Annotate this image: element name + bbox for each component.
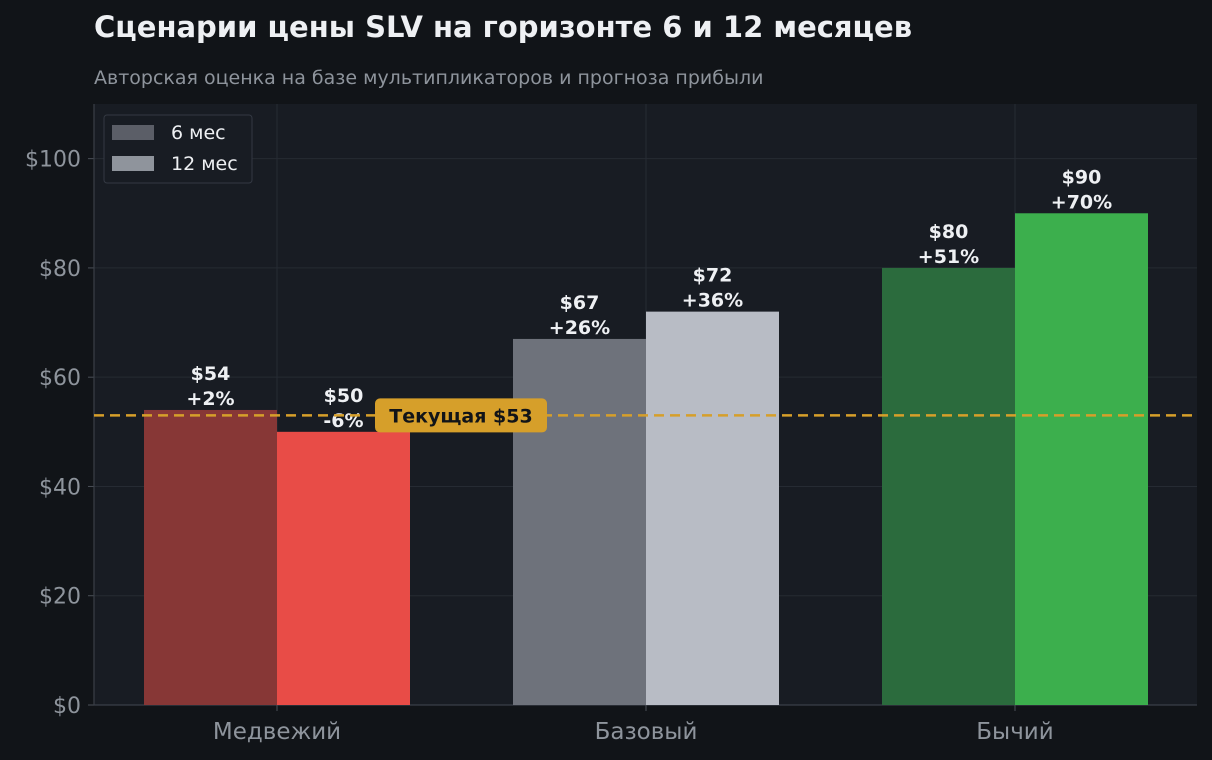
chart-subtitle: Авторская оценка на базе мультипликаторо… xyxy=(94,67,764,89)
bar xyxy=(513,338,646,705)
legend-swatch xyxy=(112,156,154,171)
current-price-label: Текущая $53 xyxy=(389,405,532,427)
bar xyxy=(882,267,1015,705)
chart-title: Сценарии цены SLV на горизонте 6 и 12 ме… xyxy=(94,10,913,44)
bar-value-label: +2% xyxy=(186,388,234,410)
bar-value-label: +70% xyxy=(1051,191,1112,213)
bar-value-label: $72 xyxy=(693,265,733,287)
legend-swatch xyxy=(112,125,154,140)
bar-value-label: +36% xyxy=(682,290,743,312)
bar-value-label: $80 xyxy=(929,221,969,243)
bar xyxy=(277,431,410,705)
bar-value-label: -6% xyxy=(323,410,363,432)
bar-value-label: $50 xyxy=(324,385,364,407)
bar xyxy=(144,409,277,705)
x-tick-label: Бычий xyxy=(976,719,1053,745)
x-tick-label: Медвежий xyxy=(213,719,341,745)
x-tick-label: Базовый xyxy=(595,719,698,745)
bar-value-label: +26% xyxy=(549,317,610,339)
bar-value-label: $90 xyxy=(1062,166,1102,188)
bar xyxy=(646,311,779,705)
current-price-badge xyxy=(375,398,547,433)
y-tick-label: $80 xyxy=(39,257,81,282)
bar-value-label: $54 xyxy=(191,363,231,385)
legend-label: 12 мес xyxy=(171,153,238,175)
bar-value-label: $67 xyxy=(560,292,600,314)
bar-value-label: +51% xyxy=(918,246,979,268)
y-tick-label: $60 xyxy=(39,366,81,391)
legend-label: 6 мес xyxy=(171,122,226,144)
y-tick-label: $100 xyxy=(25,148,81,173)
y-tick-label: $20 xyxy=(39,585,81,610)
y-tick-label: $0 xyxy=(53,694,81,719)
bar xyxy=(1015,213,1148,706)
y-tick-label: $40 xyxy=(39,475,81,500)
